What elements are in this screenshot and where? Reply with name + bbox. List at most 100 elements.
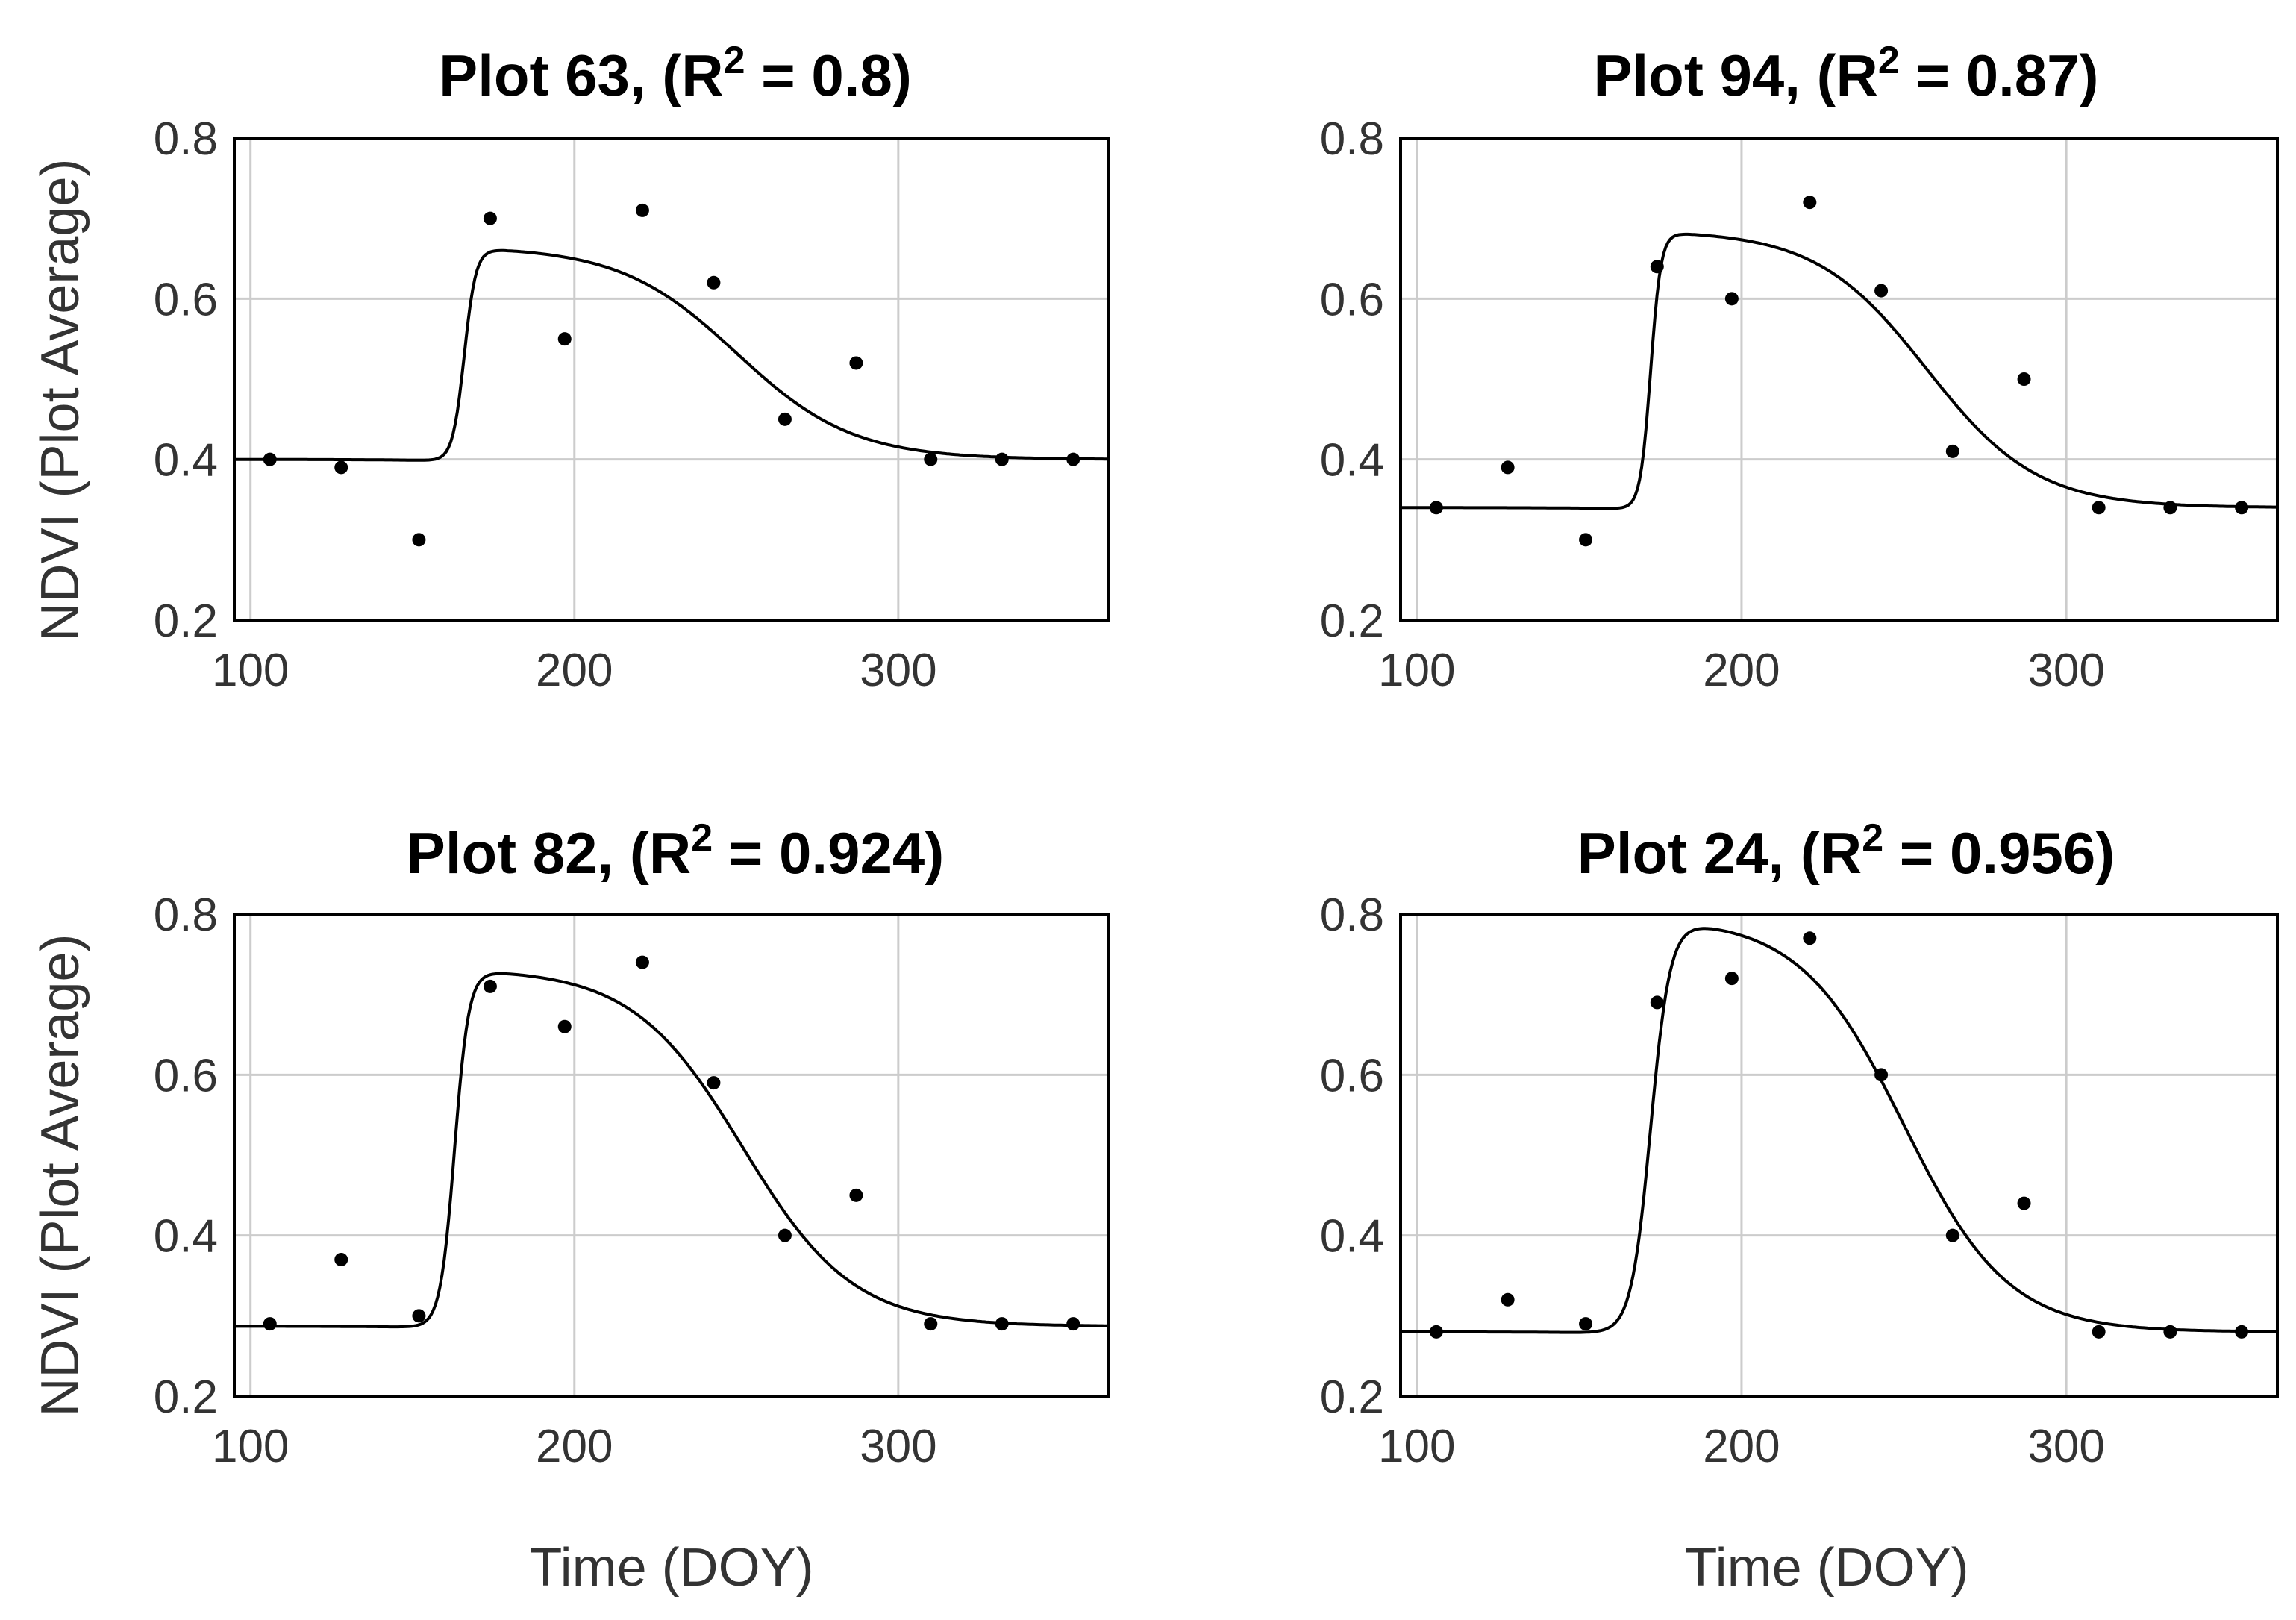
data-point — [557, 332, 572, 346]
y-tick-label: 0.6 — [154, 274, 218, 325]
x-axis-label: Time (DOY) — [1684, 1538, 1968, 1598]
panel-plot-82: Plot 82, (R2 = 0.924) NDVI (Plot Average… — [31, 816, 1110, 1598]
y-tick-label: 0.8 — [1320, 113, 1384, 165]
y-tick-label: 0.8 — [154, 113, 218, 165]
fit-curve-layer — [234, 972, 1109, 1329]
y-tick-label: 0.8 — [1320, 889, 1384, 941]
data-point — [483, 211, 497, 225]
fit-curve-layer — [1401, 927, 2277, 1334]
data-point — [1066, 1317, 1080, 1331]
y-axis-label: NDVI (Plot Average) — [31, 934, 90, 1417]
y-tick-label: 0.2 — [154, 595, 218, 647]
y-tick-label: 0.4 — [154, 435, 218, 487]
data-point — [1650, 995, 1664, 1010]
plot-frame — [1399, 137, 2279, 622]
data-point — [334, 460, 348, 475]
fit-curve-layer — [1401, 232, 2277, 510]
grid-lines — [1401, 137, 2277, 622]
tick-labels: 100 200 300 0.2 0.4 0.6 0.8 — [1320, 113, 2105, 696]
fit-curve — [1401, 927, 2277, 1334]
data-point — [1724, 972, 1739, 986]
data-point — [1724, 292, 1739, 306]
data-point — [2235, 1325, 2249, 1339]
data-point — [1066, 452, 1080, 466]
x-tick-label: 300 — [860, 645, 936, 696]
data-point — [1945, 444, 1959, 458]
data-point — [263, 1317, 277, 1331]
data-point — [2017, 372, 2031, 386]
y-tick-label: 0.2 — [1320, 1372, 1384, 1423]
x-tick-label: 200 — [1703, 1421, 1780, 1472]
y-tick-label: 0.6 — [154, 1050, 218, 1101]
y-tick-label: 0.6 — [1320, 1050, 1384, 1101]
data-point — [1501, 460, 1515, 475]
y-axis-label: NDVI (Plot Average) — [31, 159, 90, 642]
y-tick-label: 0.2 — [154, 1372, 218, 1423]
data-point — [995, 452, 1009, 466]
plot-frame — [233, 137, 1110, 622]
data-points — [1429, 196, 2249, 547]
data-point — [2163, 1325, 2177, 1339]
data-point — [412, 533, 426, 547]
data-point — [778, 412, 792, 426]
y-tick-label: 0.4 — [1320, 1211, 1384, 1263]
data-points — [1429, 931, 2249, 1339]
data-point — [707, 275, 721, 290]
data-point — [1803, 931, 1817, 945]
data-points — [263, 955, 1080, 1331]
x-axis-label: Time (DOY) — [529, 1538, 813, 1598]
x-tick-label: 100 — [1378, 645, 1455, 696]
grid-lines — [234, 913, 1109, 1398]
x-tick-label: 200 — [1703, 645, 1780, 696]
panel-title: Plot 94, (R2 = 0.87) — [1593, 39, 2098, 108]
data-point — [1650, 260, 1664, 274]
data-point — [1874, 284, 1889, 298]
panel-plot-63: Plot 63, (R2 = 0.8) NDVI (Plot Average) … — [31, 39, 1110, 696]
tick-labels: 100 200 300 0.2 0.4 0.6 0.8 — [1320, 889, 2105, 1472]
y-tick-label: 0.6 — [1320, 274, 1384, 325]
x-tick-label: 100 — [1378, 1421, 1455, 1472]
x-tick-label: 200 — [536, 645, 613, 696]
data-point — [1945, 1228, 1959, 1242]
panel-title: Plot 82, (R2 = 0.924) — [407, 816, 944, 886]
data-point — [924, 452, 938, 466]
y-tick-label: 0.4 — [154, 1211, 218, 1263]
data-point — [483, 979, 497, 993]
panel-title: Plot 63, (R2 = 0.8) — [439, 39, 912, 108]
data-point — [2163, 501, 2177, 515]
data-point — [707, 1076, 721, 1090]
fit-curve — [1401, 232, 2277, 510]
data-point — [1874, 1068, 1889, 1082]
x-tick-label: 100 — [212, 645, 289, 696]
data-point — [778, 1228, 792, 1242]
y-tick-label: 0.2 — [1320, 595, 1384, 647]
data-points — [263, 203, 1080, 547]
data-point — [1429, 501, 1443, 515]
data-point — [412, 1309, 426, 1323]
data-point — [1579, 1317, 1593, 1331]
data-point — [1579, 533, 1593, 547]
data-point — [1803, 196, 1817, 210]
panel-plot-24: Plot 24, (R2 = 0.956) Time (DOY) 100 200 3… — [1320, 816, 2279, 1598]
data-point — [995, 1317, 1009, 1331]
tick-labels: 100 200 300 0.2 0.4 0.6 0.8 — [154, 113, 937, 696]
panel-plot-94: Plot 94, (R2 = 0.87) 100 200 300 0.2 0.4 0.6 0… — [1320, 39, 2279, 696]
data-point — [1501, 1292, 1515, 1307]
y-tick-label: 0.8 — [154, 889, 218, 941]
fit-curve-layer — [234, 248, 1109, 462]
x-tick-label: 300 — [2027, 1421, 2104, 1472]
data-point — [924, 1317, 938, 1331]
fit-curve — [234, 248, 1109, 462]
data-point — [849, 1188, 863, 1202]
data-point — [849, 356, 863, 370]
panel-title: Plot 24, (R2 = 0.956) — [1577, 816, 2115, 886]
data-point — [334, 1252, 348, 1266]
data-point — [635, 203, 649, 217]
y-tick-label: 0.4 — [1320, 435, 1384, 487]
x-tick-label: 200 — [536, 1421, 613, 1472]
plot-frame — [233, 913, 1110, 1398]
data-point — [2017, 1196, 2031, 1210]
grid-lines — [1401, 913, 2277, 1398]
x-tick-label: 300 — [2027, 645, 2104, 696]
